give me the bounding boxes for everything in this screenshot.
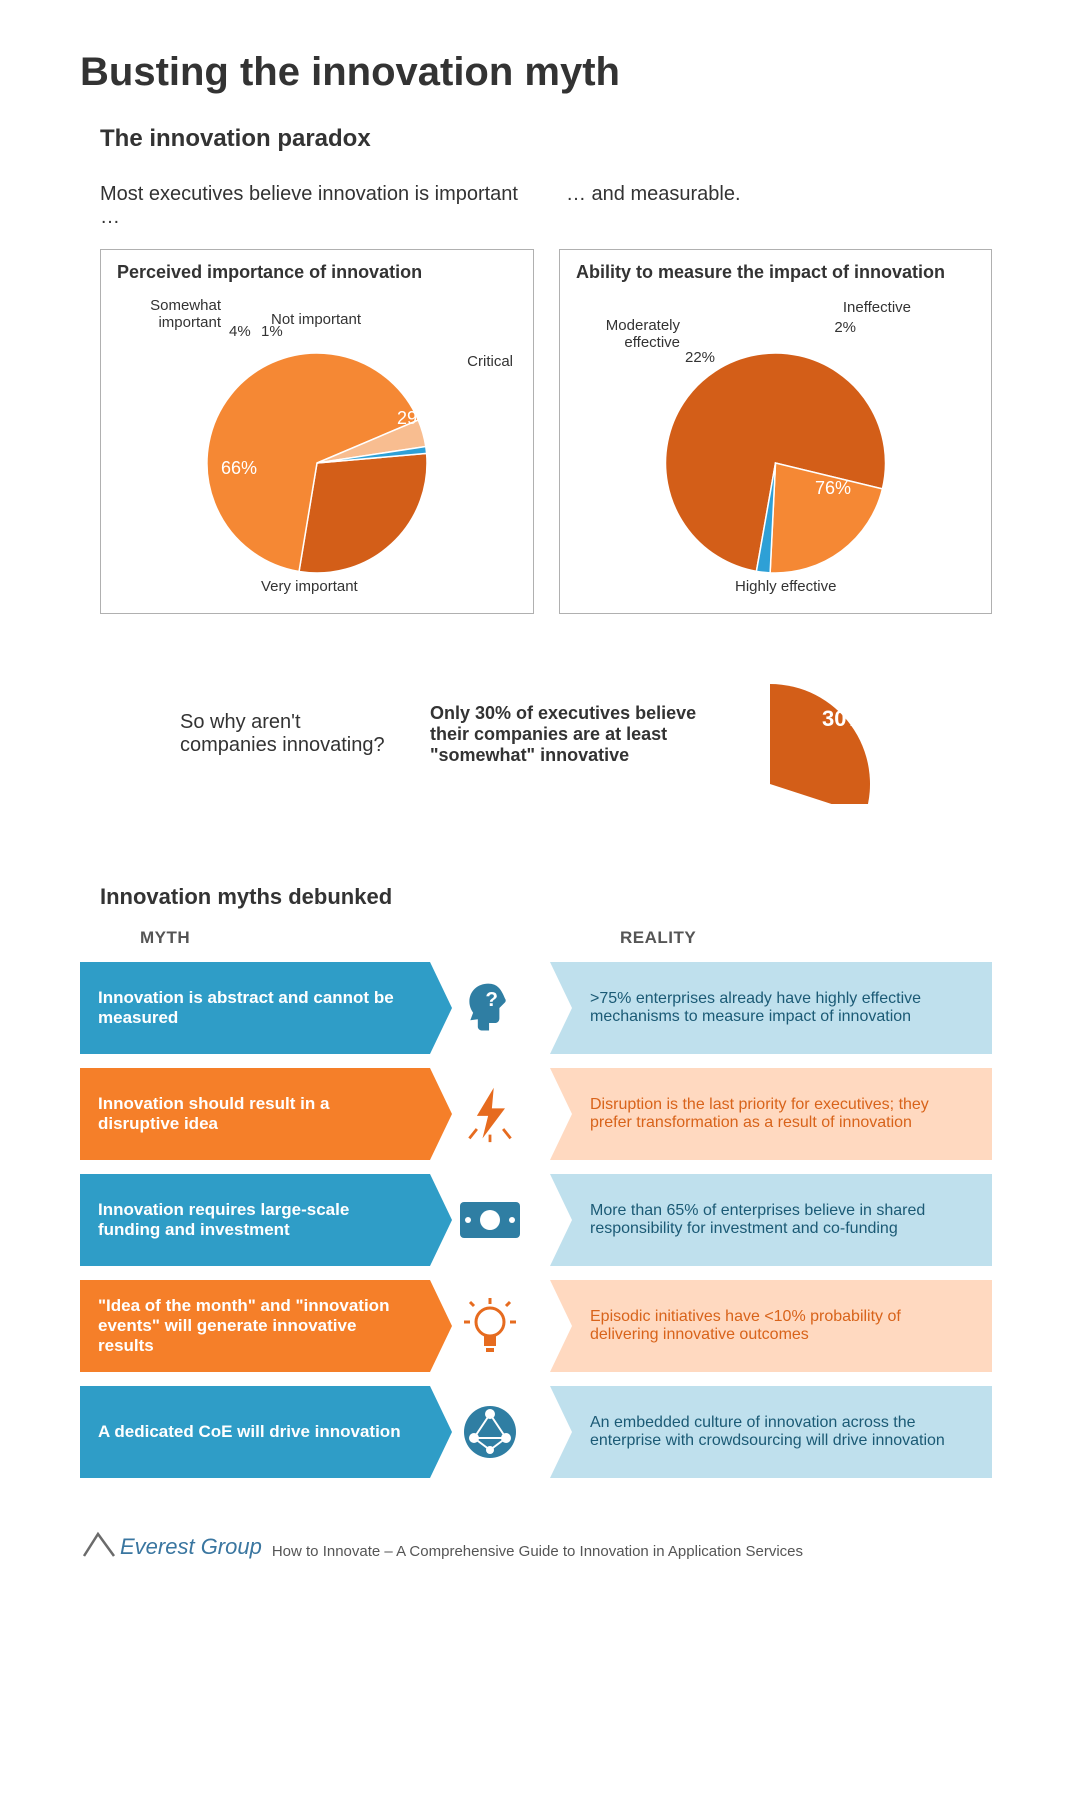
pie-slice-pct: 76%	[815, 478, 851, 499]
pie-slice-label: Very important	[261, 578, 358, 595]
lead-left: Most executives believe innovation is im…	[100, 183, 526, 229]
pie-slice-label: Somewhatimportant	[131, 297, 221, 332]
pie-slice-pct: 1%	[261, 323, 283, 340]
callout-row: So why aren't companies innovating? Only…	[180, 664, 972, 804]
reality-text: Episodic initiatives have <10% probabili…	[550, 1280, 992, 1372]
pie-slice-pct: 66%	[221, 458, 257, 479]
lead-right: … and measurable.	[566, 183, 992, 229]
pie-card-measure: Ability to measure the impact of innovat…	[559, 249, 992, 614]
pie-slice-label: Critical	[467, 353, 513, 370]
pie-slice-pct: 2%	[834, 319, 856, 336]
footer-tagline: How to Innovate – A Comprehensive Guide …	[272, 1543, 803, 1560]
page-subtitle: The innovation paradox	[100, 125, 992, 153]
pie-slice-pct: 29%	[397, 408, 433, 429]
header-myth: MYTH	[140, 928, 470, 948]
pie-card-importance: Perceived importance of innovation Criti…	[100, 249, 534, 614]
pie-slice-pct: 4%	[229, 323, 251, 340]
myth-text: "Idea of the month" and "innovation even…	[80, 1280, 430, 1372]
myth-text: A dedicated CoE will drive innovation	[80, 1386, 430, 1478]
pie-slice-pct: 22%	[685, 349, 715, 366]
logo-icon	[80, 1528, 120, 1560]
myth-text: Innovation should result in a disruptive…	[80, 1068, 430, 1160]
pie2-title: Ability to measure the impact of innovat…	[570, 262, 981, 283]
myths-heading: Innovation myths debunked	[100, 884, 992, 910]
header-reality: REALITY	[620, 928, 696, 948]
footer: Everest Group How to Innovate – A Compre…	[80, 1528, 992, 1560]
svg-text:?: ?	[485, 988, 498, 1011]
myth-row: A dedicated CoE will drive innovation An …	[80, 1386, 992, 1478]
myth-row: Innovation is abstract and cannot be mea…	[80, 962, 992, 1054]
reality-text: An embedded culture of innovation across…	[550, 1386, 992, 1478]
myth-row: Innovation should result in a disruptive…	[80, 1068, 992, 1160]
myth-text: Innovation requires large-scale funding …	[80, 1174, 430, 1266]
myth-rows: Innovation is abstract and cannot be mea…	[80, 962, 992, 1478]
charts-row: Perceived importance of innovation Criti…	[100, 249, 992, 614]
reality-text: >75% enterprises already have highly eff…	[550, 962, 992, 1054]
lead-row: Most executives believe innovation is im…	[100, 183, 992, 229]
pie-slice-label: Highly effective	[735, 578, 836, 595]
pie1-title: Perceived importance of innovation	[111, 262, 523, 283]
pie2: Highly effective 76% Moderatelyeffective 22…	[570, 293, 981, 593]
myth-row: Innovation requires large-scale funding …	[80, 1174, 992, 1266]
callout-wedge: 30%	[760, 664, 900, 804]
wedge-icon	[760, 664, 900, 804]
page-title: Busting the innovation myth	[80, 50, 992, 95]
callout-wedge-label: 30%	[822, 706, 866, 732]
myth-row: "Idea of the month" and "innovation even…	[80, 1280, 992, 1372]
callout-question: So why aren't companies innovating?	[180, 711, 400, 757]
pie-slice-label: Ineffective	[843, 299, 911, 316]
column-headers: MYTH REALITY	[140, 928, 992, 948]
myth-text: Innovation is abstract and cannot be mea…	[80, 962, 430, 1054]
pie-slice-label: Not important	[271, 311, 361, 328]
pie1: Critical 29% Very important 66% Somewhatimpo…	[111, 293, 523, 593]
footer-brand: Everest Group	[120, 1534, 262, 1560]
callout-answer: Only 30% of executives believe their com…	[430, 703, 730, 766]
reality-text: Disruption is the last priority for exec…	[550, 1068, 992, 1160]
footer-logo: Everest Group	[80, 1528, 262, 1560]
pie-slice-label: Moderatelyeffective	[580, 317, 680, 352]
reality-text: More than 65% of enterprises believe in …	[550, 1174, 992, 1266]
